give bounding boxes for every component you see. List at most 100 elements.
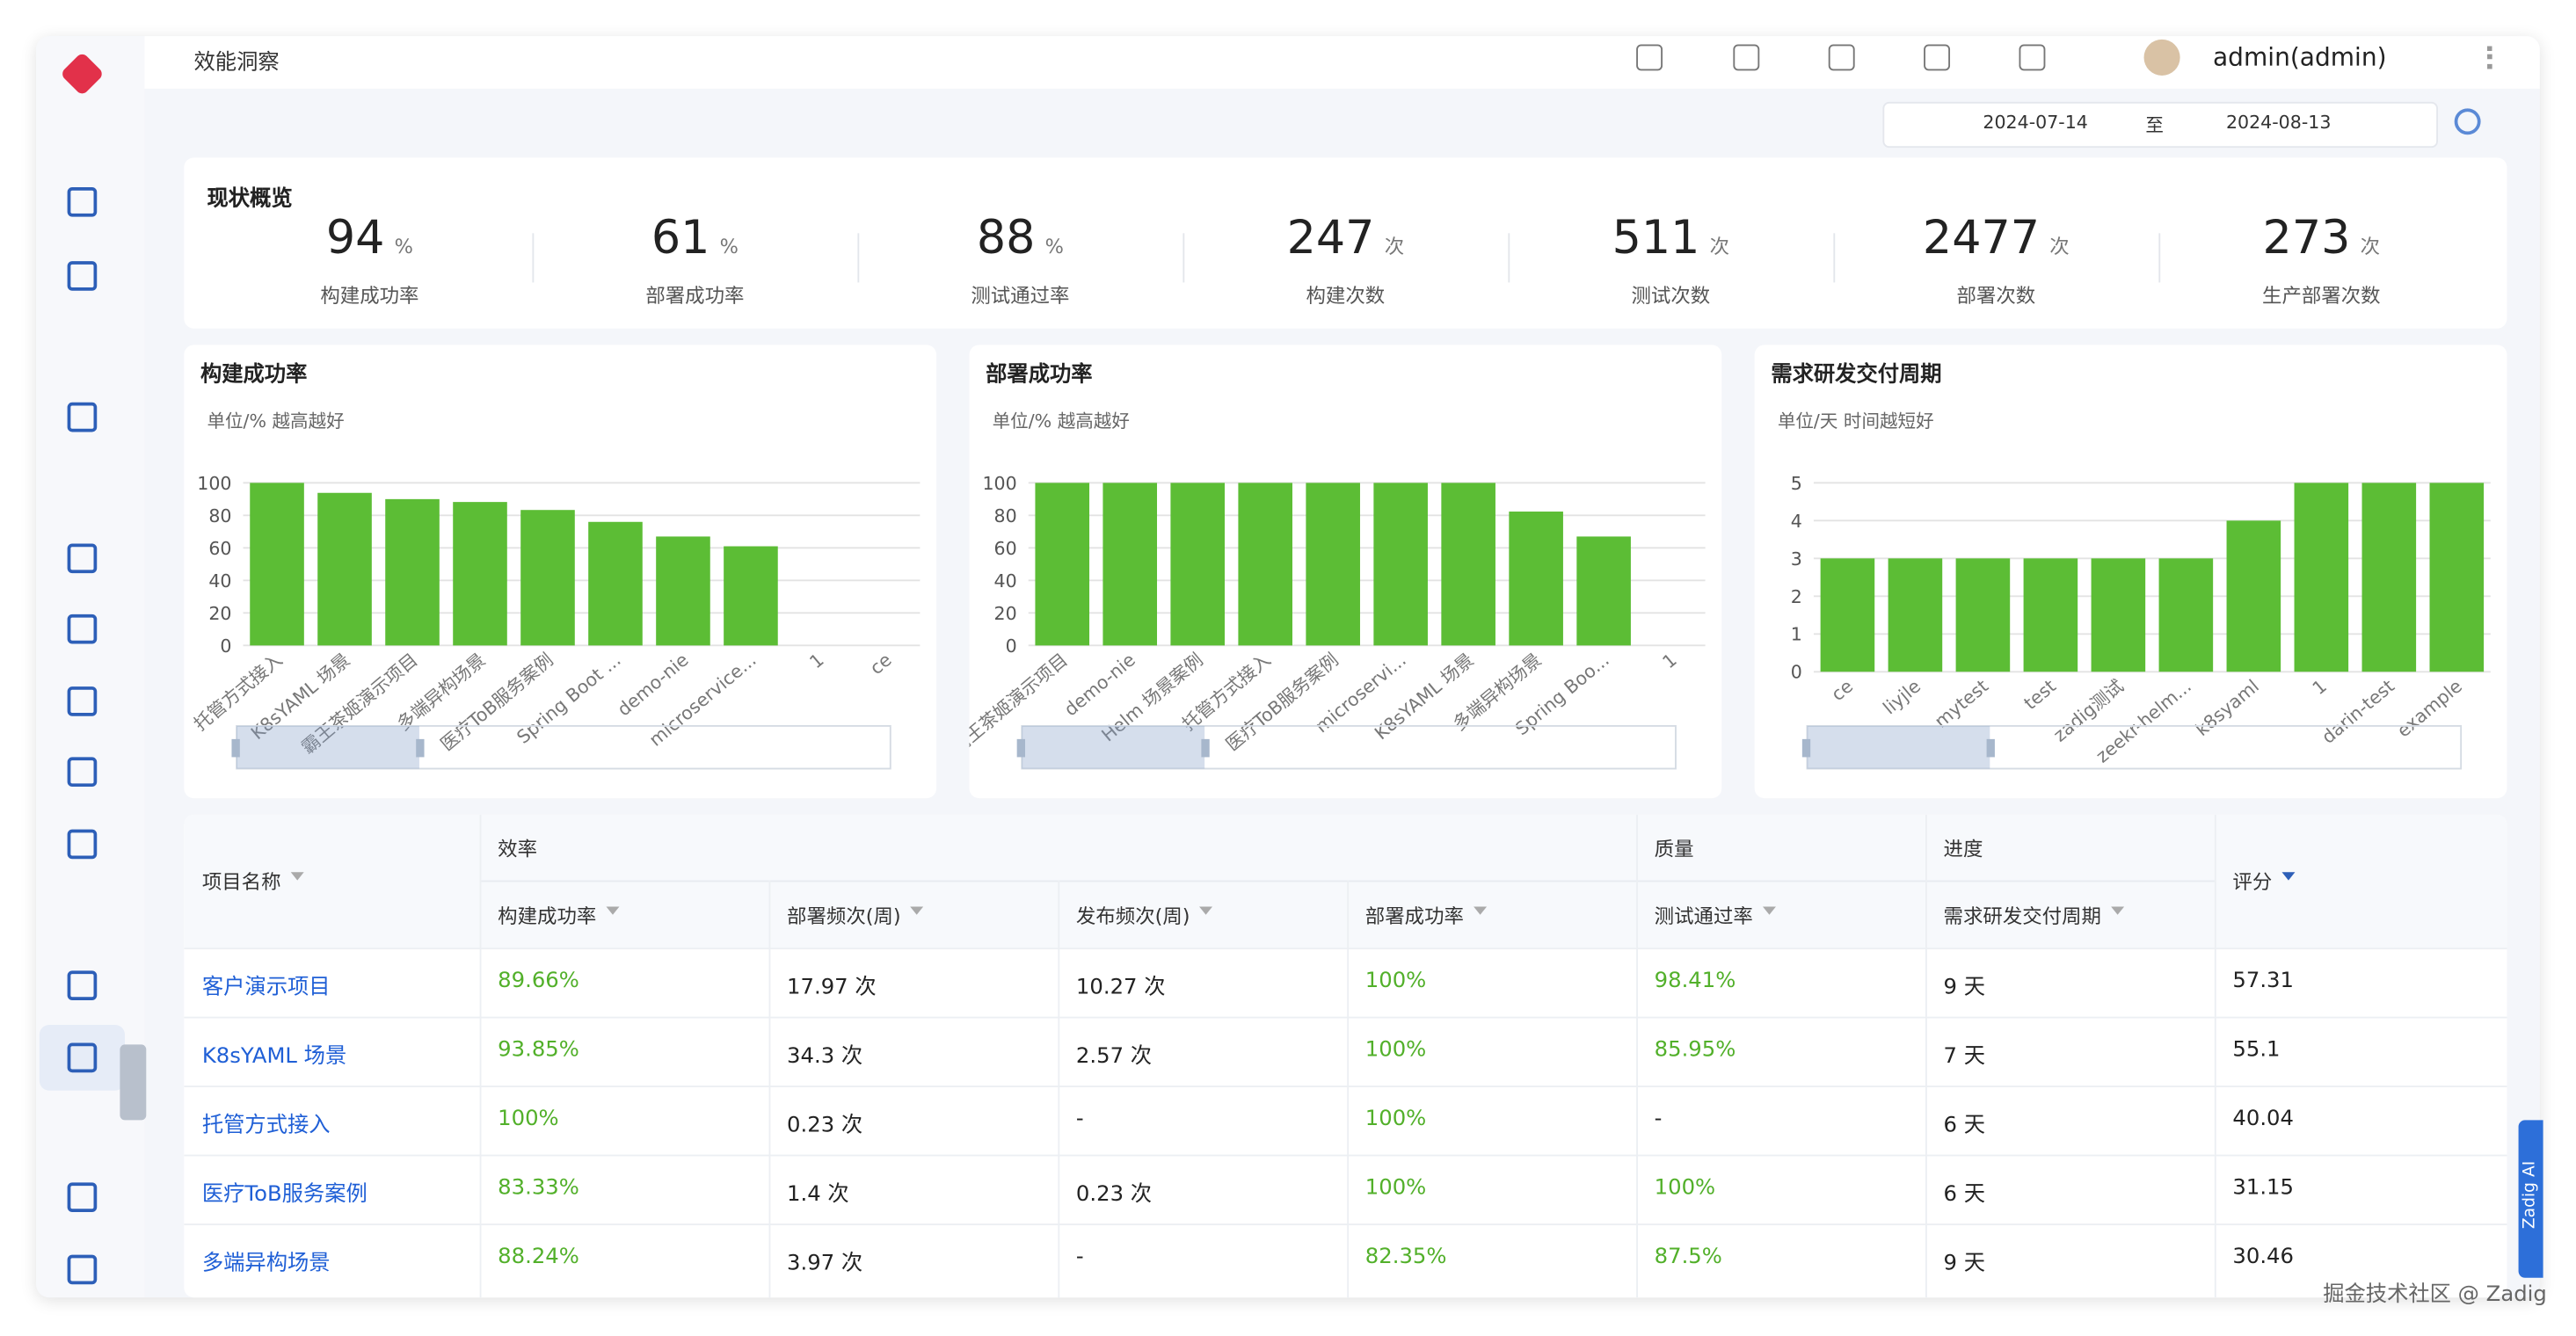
table-cell: 100%: [1364, 1107, 1427, 1132]
zoom-handle: [416, 738, 425, 758]
column-header[interactable]: 项目名称: [201, 870, 281, 894]
table-cell: 55.1: [2232, 1037, 2281, 1063]
nav-icon[interactable]: [67, 829, 98, 860]
x-tick-label: example: [2393, 675, 2466, 741]
sort-icon[interactable]: [1763, 906, 1776, 915]
bar: [520, 510, 575, 646]
toolbar-icon[interactable]: [2019, 44, 2046, 71]
y-tick-label: 5: [1791, 473, 1802, 494]
bar: [588, 521, 643, 646]
table-cell: 100%: [1654, 1175, 1716, 1201]
chart-subtitle: 单位/天 时间越短好: [1778, 410, 1934, 432]
sort-icon[interactable]: [1199, 906, 1213, 915]
column-header[interactable]: 部署频次(周): [787, 904, 901, 928]
table-cell: 100%: [498, 1107, 559, 1132]
metric-value: 2477: [1922, 210, 2041, 265]
group-label: 效率: [498, 837, 538, 861]
row-divider: [184, 1154, 2507, 1157]
bar: [1035, 483, 1090, 646]
nav-icon[interactable]: [67, 1254, 98, 1285]
metric-label: 生产部署次数: [2262, 284, 2381, 308]
nav-icon[interactable]: [67, 261, 98, 291]
bar: [2158, 558, 2214, 672]
y-tick-label: 60: [208, 538, 231, 559]
project-link[interactable]: 托管方式接入: [201, 1113, 331, 1138]
bar: [2429, 483, 2485, 672]
table-cell: 9 天: [1943, 975, 1986, 1000]
project-link[interactable]: K8sYAML 场景: [201, 1044, 347, 1070]
chart-card: 需求研发交付周期 单位/天 时间越短好 0 1 2 3 4 5 ce liyjle mytest te…: [1754, 345, 2507, 799]
bar: [1888, 558, 1943, 672]
sort-icon[interactable]: [2281, 872, 2296, 881]
table-cell: 100%: [1364, 969, 1427, 994]
sort-icon[interactable]: [2111, 906, 2125, 915]
column-divider: [479, 814, 482, 1298]
more-menu[interactable]: [2487, 46, 2497, 69]
side-tab[interactable]: [2518, 1120, 2543, 1278]
column-header[interactable]: 需求研发交付周期: [1943, 904, 2101, 928]
nav-icon[interactable]: [67, 1182, 98, 1213]
chart-card: 部署成功率 单位/% 越高越好 0 20 40 60 80 100 霸王茶姬演示项目 demo-n…: [948, 345, 1722, 799]
column-divider: [2214, 814, 2216, 1298]
toolbar-icon[interactable]: [1733, 44, 1760, 71]
project-link[interactable]: 医疗ToB服务案例: [201, 1182, 367, 1208]
table-cell: 31.15: [2232, 1175, 2294, 1201]
metric-unit: %: [394, 235, 413, 258]
nav-icon[interactable]: [67, 970, 98, 1000]
y-tick-label: 1: [1791, 624, 1802, 645]
table-cell: 6 天: [1943, 1113, 1986, 1138]
bar: [1373, 483, 1428, 646]
column-header[interactable]: 构建成功率: [498, 904, 597, 928]
sort-icon[interactable]: [910, 906, 924, 915]
avatar: [2143, 39, 2180, 76]
column-header[interactable]: 部署成功率: [1364, 904, 1464, 928]
date-picker[interactable]: [1882, 101, 2439, 149]
side-tab-label: Zadig AI: [2521, 1160, 2539, 1230]
sort-icon[interactable]: [290, 872, 304, 881]
metric-divider: [2158, 233, 2161, 283]
active-nav[interactable]: [39, 1025, 126, 1091]
group-label: 进度: [1943, 837, 1983, 861]
toolbar-icon[interactable]: [1828, 44, 1855, 71]
nav-icon[interactable]: [67, 402, 98, 432]
metric-value: 273: [2262, 210, 2351, 265]
metric-label: 部署次数: [1956, 284, 2036, 308]
column-divider: [1058, 880, 1060, 1298]
bar: [1102, 483, 1158, 646]
project-link[interactable]: 多端异构场景: [201, 1251, 331, 1276]
metric-value: 511: [1612, 210, 1700, 265]
column-header[interactable]: 测试通过率: [1654, 904, 1753, 928]
nav-icon[interactable]: [67, 1042, 98, 1073]
nav-icon[interactable]: [67, 686, 98, 716]
metric-unit: 次: [2049, 235, 2070, 258]
settings-icon[interactable]: [2454, 108, 2481, 135]
x-tick-label: mytest: [1931, 675, 1992, 731]
summary-title: 现状概览: [207, 187, 293, 213]
table-cell: -: [1075, 1107, 1084, 1132]
y-tick-label: 60: [994, 538, 1017, 559]
x-tick-label: 1: [1658, 649, 1680, 672]
bar: [1576, 536, 1631, 646]
metric: 273 次: [2173, 210, 2469, 265]
page-title: 效能洞察: [193, 50, 280, 76]
nav-icon[interactable]: [67, 614, 98, 644]
nav-icon[interactable]: [67, 757, 98, 788]
toolbar-icon[interactable]: [1924, 44, 1951, 71]
nav-icon[interactable]: [67, 543, 98, 574]
nav-icon[interactable]: [67, 187, 98, 217]
sort-icon[interactable]: [1474, 906, 1488, 915]
y-tick-label: 0: [1006, 635, 1017, 657]
collapse-handle[interactable]: [120, 1044, 147, 1121]
toolbar-icon[interactable]: [1636, 44, 1663, 71]
user-name[interactable]: admin(admin): [2213, 42, 2387, 73]
column-header[interactable]: 评分: [2232, 870, 2273, 894]
column-header[interactable]: 发布频次(周): [1075, 904, 1190, 928]
table-cell: 30.46: [2232, 1245, 2294, 1270]
zoom-window: [236, 725, 419, 769]
sort-icon[interactable]: [606, 906, 620, 915]
project-link[interactable]: 客户演示项目: [201, 975, 331, 1000]
x-tick-label: test: [2019, 675, 2060, 714]
metric-value: 61: [651, 210, 710, 265]
zoom-handle: [1801, 738, 1811, 758]
